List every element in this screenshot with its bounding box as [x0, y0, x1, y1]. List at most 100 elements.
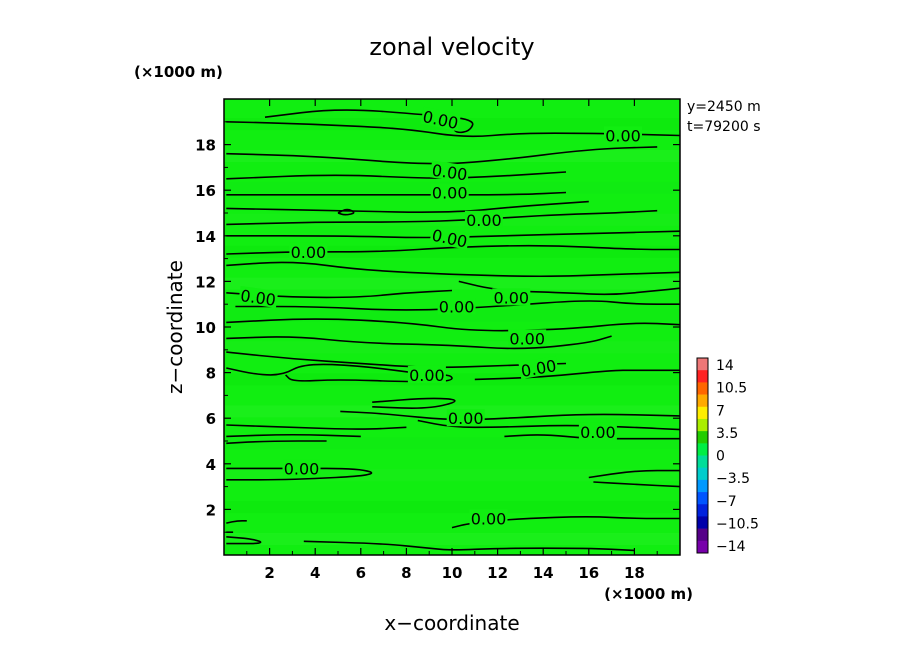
contour-label-gap: [429, 160, 470, 183]
contour-line: [226, 261, 681, 278]
contour-label: 0.00: [437, 297, 476, 317]
contour-label-gap: [446, 409, 485, 427]
colorbar-segment: [697, 492, 708, 505]
x-tick-label: 2: [264, 564, 274, 582]
contour-label-text: 0.00: [432, 184, 468, 203]
field-band: [224, 501, 680, 514]
colorbar-segment: [697, 455, 708, 468]
field-band: [224, 341, 680, 354]
x-axis-label: x−coordinate: [384, 611, 519, 635]
contour-label: 0.00: [604, 126, 642, 146]
colorbar-segment: [697, 394, 708, 408]
contour-line: [226, 433, 361, 438]
colorbar-segment: [697, 418, 708, 432]
contour-line: [226, 171, 567, 180]
field-band: [224, 437, 680, 450]
x-axis-ticks: 2 4 6 8 10 12 14 16 18: [246, 99, 658, 582]
contour-label-gap: [508, 329, 547, 347]
contour-line: [504, 434, 680, 440]
colorbar-segment: [697, 370, 708, 383]
colorbar-segment: [697, 467, 708, 481]
contour-line: [458, 280, 681, 296]
colorbar-label: 7: [716, 403, 725, 419]
contour-label-text: 0.00: [439, 298, 475, 317]
y-unit-label: (×1000 m): [134, 63, 223, 81]
colorbar-label: 10.5: [716, 381, 747, 397]
contour-line: [226, 191, 567, 196]
colorbar-segment: [697, 431, 708, 444]
y-axis-ticks: 2 4 6 8 10 12 14 16 18: [195, 121, 680, 533]
contour-label-gap: [289, 242, 328, 260]
colorbar-label: −3.5: [716, 471, 750, 487]
contour-line: [226, 209, 658, 226]
contour-line: [226, 440, 327, 445]
contour-label: 0.00: [430, 183, 469, 203]
contour-line: [588, 469, 680, 479]
colorbar-segment: [697, 504, 708, 517]
contour-label-gap: [469, 509, 508, 527]
contour-label-gap: [518, 355, 559, 380]
y-tick-label: 6: [206, 410, 216, 428]
contour-label: 0.00: [407, 365, 446, 385]
contour-label: 0.00: [469, 509, 508, 529]
y-tick-label: 2: [206, 501, 216, 519]
contour-label: 0.00: [289, 242, 328, 262]
y-tick-label: 10: [195, 319, 216, 337]
contour-line: [372, 397, 456, 409]
colorbar-label: 14: [716, 358, 734, 374]
contour-line: [226, 121, 681, 138]
x-tick-label: 6: [356, 564, 366, 582]
colorbar-label: −7: [716, 494, 737, 510]
x-tick-label: 4: [310, 564, 320, 582]
colorbar-label: −10.5: [716, 516, 759, 532]
x-tick-label: 16: [578, 564, 599, 582]
contour-label: 0.00: [238, 285, 279, 310]
contour-label-text: 0.00: [409, 366, 445, 385]
contour-label-gap: [437, 297, 476, 315]
contour-label-text: 0.00: [605, 127, 641, 146]
x-tick-label: 18: [624, 564, 645, 582]
contour-line: [226, 244, 680, 255]
contour-label-text: 0.00: [580, 423, 616, 442]
y-tick-label: 18: [195, 137, 216, 155]
contour-label-text: 0.00: [509, 329, 545, 348]
contour-label: 0.00: [508, 329, 547, 348]
contour-label-text: 0.00: [239, 286, 277, 310]
x-tick-label: 8: [401, 564, 411, 582]
contour-label-text: 0.00: [431, 161, 469, 185]
contour-label-gap: [430, 183, 469, 201]
contour-line: [226, 520, 247, 524]
annotation-y: y=2450 m: [687, 99, 761, 115]
y-tick-label: 4: [206, 456, 216, 474]
colorbar-label: 3.5: [716, 426, 738, 442]
x-unit-label: (×1000 m): [604, 585, 693, 603]
y-tick-label: 8: [206, 365, 216, 383]
contour-label: 0.00: [492, 288, 531, 307]
colorbar-frame: [696, 357, 709, 554]
x-tick-label: 14: [533, 564, 554, 582]
contour-label-gap: [492, 288, 531, 306]
annotation-t: t=79200 s: [687, 119, 761, 135]
colorbar-segment: [697, 382, 708, 395]
y-axis-label: z−coordinate: [163, 260, 187, 394]
contour-line: [226, 335, 612, 350]
contour-line: [226, 467, 373, 481]
contour-line: [474, 369, 680, 381]
contour-label: 0.00: [464, 210, 503, 230]
contour-label: 0.00: [429, 160, 470, 185]
contour-line: [337, 208, 355, 216]
field-band: [224, 533, 680, 546]
colorbar: 14 10.5 7 3.5 0 −3.5 −7 −10.5 −14: [696, 357, 759, 555]
contour-line: [226, 318, 681, 332]
contour-line: [593, 481, 681, 488]
contour-label-gap: [604, 126, 642, 144]
field-band: [224, 245, 680, 258]
contour-line: [303, 540, 635, 552]
contour-label-gap: [464, 210, 503, 228]
contour-labels: 0.000.000.000.000.000.000.000.00 0.000.00…: [238, 106, 642, 529]
contour-label: 0.00: [446, 409, 485, 428]
colorbar-label: −14: [716, 539, 746, 555]
contour-label-text: 0.00: [284, 459, 320, 478]
contour-label: 0.00: [578, 422, 617, 442]
